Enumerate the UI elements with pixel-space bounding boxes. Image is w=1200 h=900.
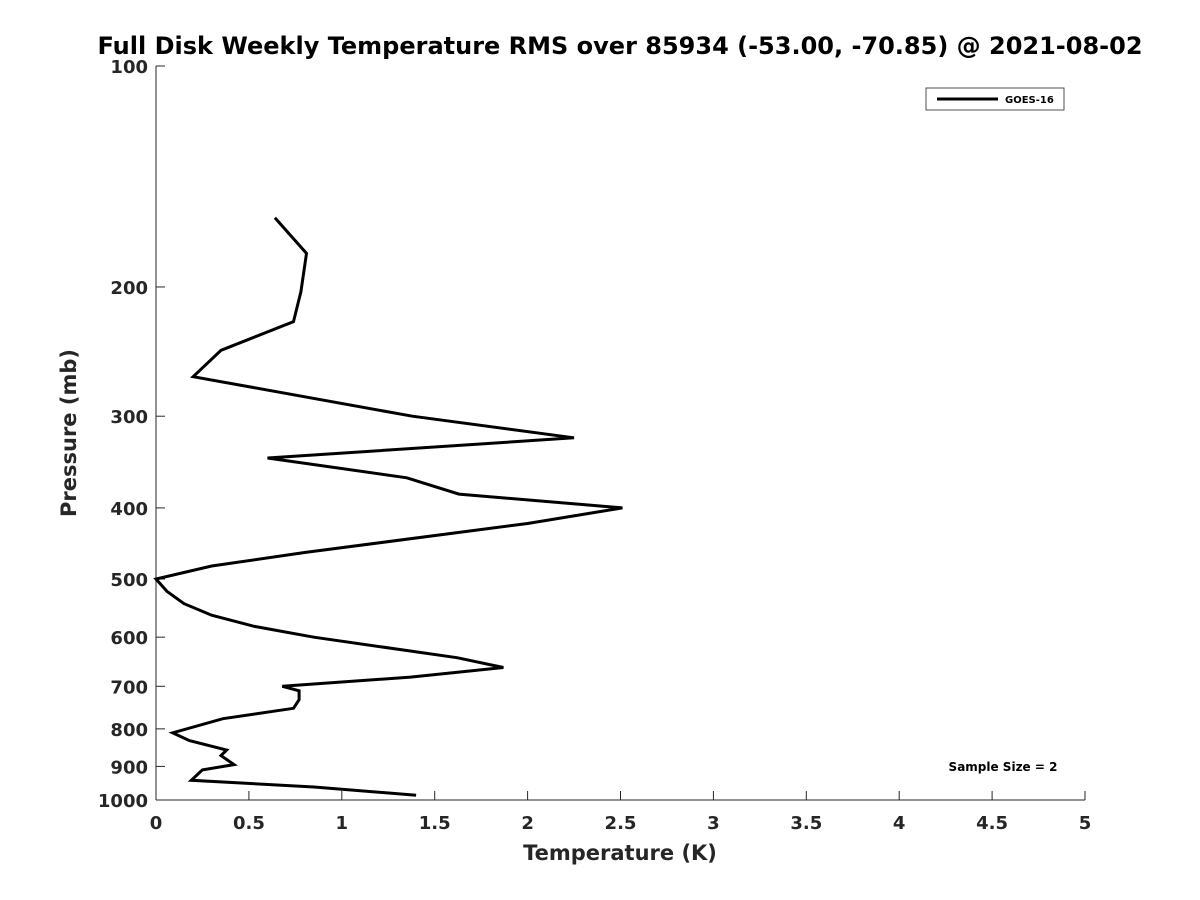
- x-tick-label: 4.5: [976, 813, 1008, 834]
- y-tick-label: 900: [110, 757, 148, 778]
- x-tick-label: 4: [893, 813, 906, 834]
- series-line-goes-16: [153, 216, 623, 797]
- x-tick-label: 1.5: [419, 813, 451, 834]
- x-axis-ticks: 0 0.5 1 1.5 2 2.5 3 3.5 4 4.5 5: [150, 791, 1092, 834]
- x-tick-label: 3.5: [790, 813, 822, 834]
- y-tick-label: 300: [110, 407, 148, 428]
- legend-label-goes-16: GOES-16: [1005, 95, 1054, 106]
- y-axis-label: Pressure (mb): [57, 349, 81, 517]
- series-group: [153, 216, 623, 797]
- y-tick-label: 800: [110, 720, 148, 741]
- x-tick-label: 5: [1079, 813, 1092, 834]
- y-tick-label: 600: [110, 628, 148, 649]
- y-tick-label: 200: [110, 278, 148, 299]
- y-tick-label: 100: [110, 57, 148, 78]
- y-axis-ticks: 100 200 300 400 500 600 700 800 900 1000: [98, 57, 165, 812]
- x-tick-label: 3: [707, 813, 720, 834]
- x-tick-label: 0: [150, 813, 163, 834]
- y-tick-label: 400: [110, 499, 148, 520]
- x-axis-label: Temperature (K): [523, 841, 717, 865]
- x-tick-label: 1: [336, 813, 349, 834]
- sample-size-annotation: Sample Size = 2: [949, 760, 1058, 774]
- x-tick-label: 2.5: [605, 813, 637, 834]
- y-tick-label: 700: [110, 677, 148, 698]
- y-tick-label: 1000: [98, 791, 148, 812]
- y-tick-label: 500: [110, 570, 148, 591]
- x-tick-label: 0.5: [233, 813, 265, 834]
- x-tick-label: 2: [521, 813, 534, 834]
- chart-title: Full Disk Weekly Temperature RMS over 85…: [97, 32, 1142, 60]
- legend: GOES-16: [925, 87, 1065, 111]
